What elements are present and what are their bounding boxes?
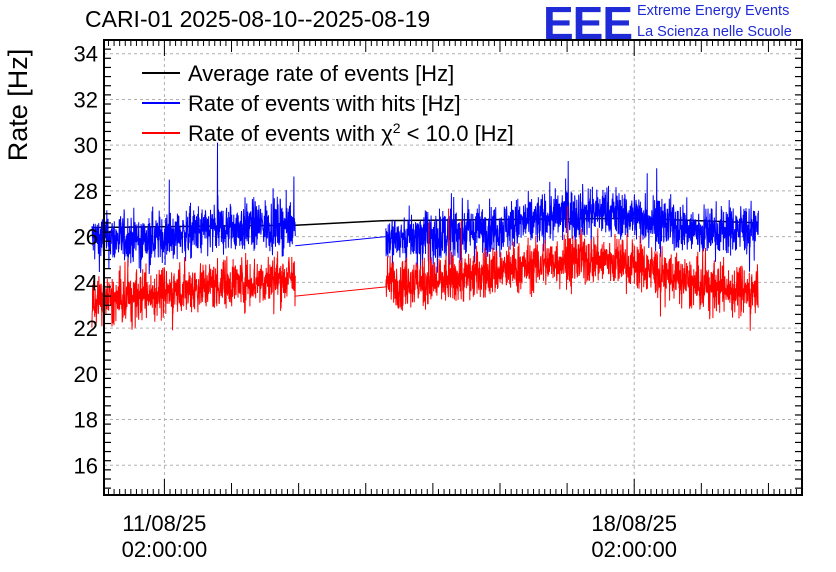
series-line-hits xyxy=(91,142,296,275)
legend: Average rate of events [Hz] Rate of event… xyxy=(142,61,514,146)
y-tick-label: 16 xyxy=(74,453,98,478)
x-tick-label-time: 02:00:00 xyxy=(591,537,677,562)
series-line-chi2 xyxy=(91,251,296,331)
eee-logo-line1: Extreme Energy Events xyxy=(637,3,790,19)
y-tick-label: 28 xyxy=(74,179,98,204)
series-line-chi2 xyxy=(295,286,386,297)
eee-logo-line2: La Scienza nelle Scuole xyxy=(637,24,792,40)
y-tick-label: 22 xyxy=(74,316,98,341)
x-tick-label-date: 11/08/25 xyxy=(122,511,206,536)
y-tick-label: 32 xyxy=(74,87,98,112)
legend-label: Average rate of events [Hz] xyxy=(188,61,454,86)
legend-label: Rate of events with hits [Hz] xyxy=(188,91,461,116)
legend-label: Rate of events with χ2 < 10.0 [Hz] xyxy=(188,120,514,146)
series-line-chi2 xyxy=(385,206,759,331)
y-tick-label: 26 xyxy=(74,225,98,250)
x-tick-label-time: 02:00:00 xyxy=(122,537,208,562)
series-line-hits xyxy=(385,160,759,283)
y-axis-label: Rate [Hz] xyxy=(3,49,33,162)
chart-title: CARI-01 2025-08-10--2025-08-19 xyxy=(85,6,431,32)
y-tick-label: 20 xyxy=(74,362,98,387)
series-line-hits xyxy=(295,236,386,247)
x-tick-label-date: 18/08/25 xyxy=(591,511,677,536)
tick-layer: 1618202224262830323411/08/2502:00:0018/0… xyxy=(74,40,803,562)
y-tick-label: 34 xyxy=(74,42,98,67)
y-tick-label: 18 xyxy=(74,408,98,433)
y-tick-label: 30 xyxy=(74,133,98,158)
y-tick-label: 24 xyxy=(74,270,98,295)
series-layer xyxy=(91,142,759,331)
plot-frame xyxy=(103,39,803,496)
